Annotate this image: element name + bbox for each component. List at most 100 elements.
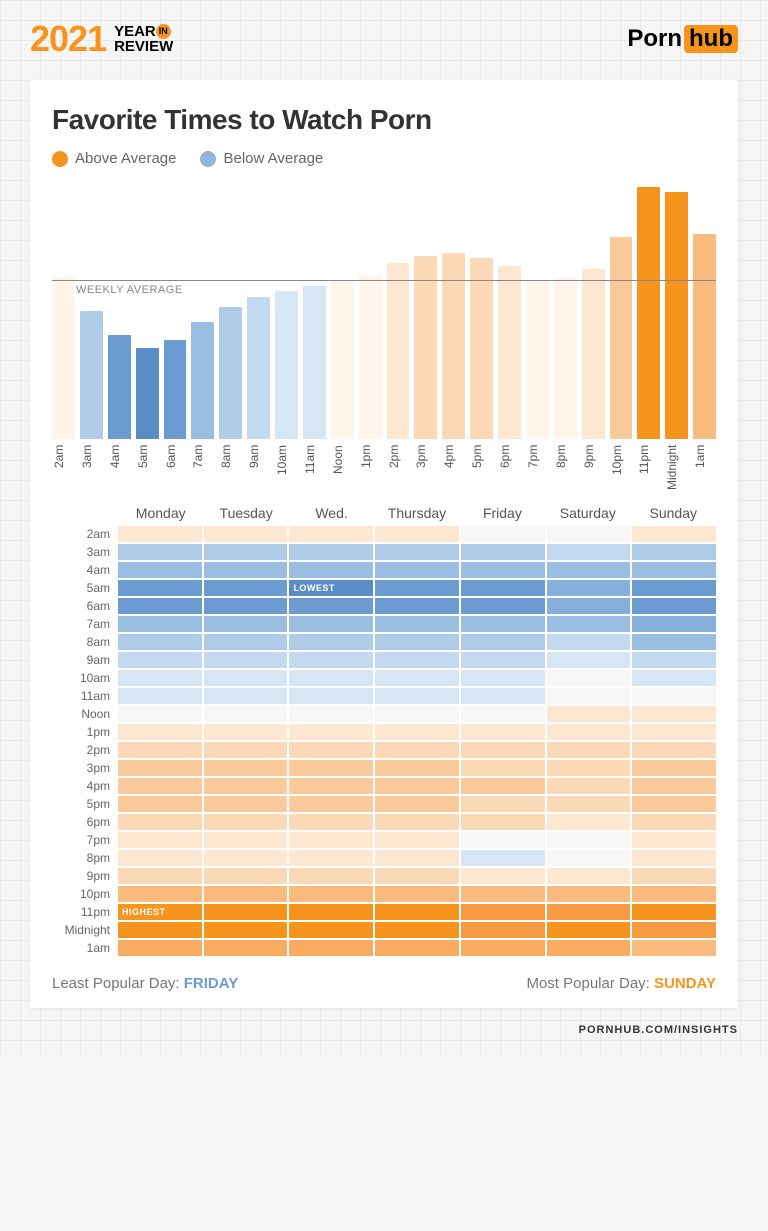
heatmap-row: Midnight [52, 921, 716, 939]
heatmap-cell [118, 850, 202, 866]
heatmap-row-label: Midnight [52, 923, 118, 937]
bar [554, 278, 577, 439]
x-axis-label: Midnight [665, 445, 688, 495]
heatmap-cell [547, 688, 631, 704]
bar [52, 277, 75, 439]
heatmap-cell [289, 652, 373, 668]
heatmap-row: 3am [52, 543, 716, 561]
heatmap-cell [118, 760, 202, 776]
heatmap-cell [632, 832, 716, 848]
heatmap-cell [289, 796, 373, 812]
heatmap-cell [632, 652, 716, 668]
heatmap-cell [375, 706, 459, 722]
heatmap-cell [375, 904, 459, 920]
x-axis-label: 6pm [498, 445, 521, 495]
x-axis-label: 8am [219, 445, 242, 495]
heatmap-cell [289, 904, 373, 920]
heatmap-row-label: 6am [52, 599, 118, 613]
heatmap-cell [118, 652, 202, 668]
bar [108, 335, 131, 439]
heatmap-row: 1am [52, 939, 716, 957]
page-header: 2021 YEARIN REVIEW Porn hub [0, 0, 768, 70]
legend-above: Above Average [52, 150, 176, 167]
heatmap-cell [289, 832, 373, 848]
heatmap-cell [632, 598, 716, 614]
heatmap-cells [118, 940, 716, 956]
heatmap-cell [632, 706, 716, 722]
lowest-marker: LOWEST [293, 580, 335, 596]
heatmap-row: 6am [52, 597, 716, 615]
heatmap-row-label: 5am [52, 581, 118, 595]
heatmap-cell [375, 598, 459, 614]
heatmap-row-label: Noon [52, 707, 118, 721]
heatmap-cell [204, 904, 288, 920]
heatmap-row: 11am [52, 687, 716, 705]
heatmap-cell [204, 634, 288, 650]
heatmap-cell [547, 886, 631, 902]
heatmap-row-label: 4pm [52, 779, 118, 793]
heatmap-row-label: 1am [52, 941, 118, 955]
day-header: Wed. [289, 505, 374, 525]
heatmap-cell [547, 742, 631, 758]
heatmap-row: 2pm [52, 741, 716, 759]
x-axis-label: 5pm [470, 445, 493, 495]
legend: Above Average Below Average [52, 150, 716, 167]
heatmap-cell [547, 598, 631, 614]
heatmap-cell [547, 868, 631, 884]
hourly-bar-chart: WEEKLY AVERAGE 2am3am4am5am6am7am8am9am1… [52, 179, 716, 489]
heatmap-cell [547, 778, 631, 794]
heatmap-cells [118, 760, 716, 776]
heatmap-cell [118, 886, 202, 902]
x-axis-label: 3pm [414, 445, 437, 495]
heatmap-cell [547, 562, 631, 578]
day-header: Friday [460, 505, 545, 525]
year-in-review-block: 2021 YEARIN REVIEW [30, 18, 173, 60]
heatmap-cell [375, 886, 459, 902]
heatmap-row: 8am [52, 633, 716, 651]
heatmap-cell [547, 850, 631, 866]
heatmap-cell [547, 814, 631, 830]
heatmap-cell [204, 526, 288, 542]
heatmap-cell [461, 832, 545, 848]
heatmap-cells [118, 706, 716, 722]
day-header: Thursday [374, 505, 459, 525]
bar [331, 281, 354, 439]
heatmap-cell [461, 904, 545, 920]
heatmap-cell [375, 742, 459, 758]
heatmap-cell [204, 760, 288, 776]
heatmap-cell [632, 742, 716, 758]
heatmap-row-label: 11pm [52, 905, 118, 919]
heatmap-cell [461, 778, 545, 794]
heatmap-cell [204, 652, 288, 668]
heatmap-row: 7am [52, 615, 716, 633]
heatmap-row-label: 2pm [52, 743, 118, 757]
heatmap-cell [289, 562, 373, 578]
heatmap-cell [547, 904, 631, 920]
heatmap-cell [289, 868, 373, 884]
heatmap-cell [375, 526, 459, 542]
x-axis-labels: 2am3am4am5am6am7am8am9am10am11amNoon1pm2… [52, 445, 716, 495]
heatmap-row: 5am LOWEST [52, 579, 716, 597]
heatmap-cell [632, 868, 716, 884]
heatmap-cell: LOWEST [289, 580, 373, 596]
heatmap-cells [118, 616, 716, 632]
bar [470, 258, 493, 439]
heatmap-cell [632, 616, 716, 632]
heatmap-row-label: 7am [52, 617, 118, 631]
x-axis-label: 5am [136, 445, 159, 495]
heatmap-row-label: 9pm [52, 869, 118, 883]
x-axis-label: 4am [108, 445, 131, 495]
heatmap-cell [632, 814, 716, 830]
bar [219, 307, 242, 439]
heatmap-row-label: 5pm [52, 797, 118, 811]
heatmap-cell [375, 544, 459, 560]
heatmap-row: 3pm [52, 759, 716, 777]
heatmap-cell [375, 868, 459, 884]
heatmap-cell [461, 868, 545, 884]
weekly-average-label: WEEKLY AVERAGE [74, 284, 185, 296]
heatmap-cell [461, 598, 545, 614]
heatmap-cell [632, 526, 716, 542]
heatmap-cell [461, 850, 545, 866]
review-text: YEARIN REVIEW [114, 24, 173, 54]
main-card: Favorite Times to Watch Porn Above Avera… [30, 80, 738, 1008]
